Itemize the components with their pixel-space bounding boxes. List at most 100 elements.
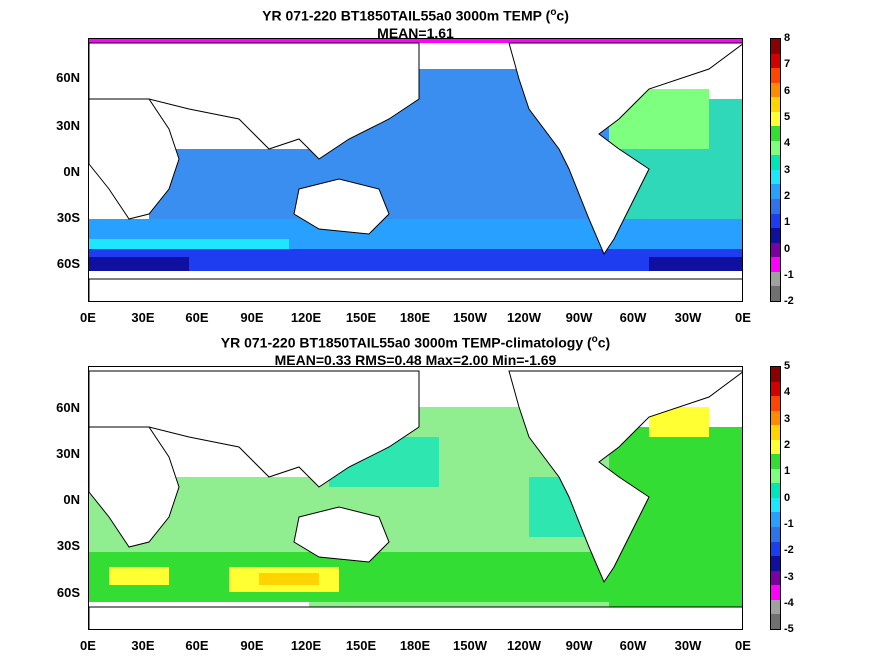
top-cbar-label-minus2: -2: [784, 295, 794, 307]
top-land-australia: [293, 178, 390, 235]
top-lon-label-90e: 90E: [240, 310, 264, 325]
bottom-lon-label-120e: 120E: [290, 638, 322, 653]
top-land-eurasia: [89, 42, 420, 160]
bottom-colorbar-swatch: [771, 570, 780, 586]
top-colorbar-swatch: [771, 97, 780, 112]
bottom-colorbar-swatch: [771, 599, 780, 615]
top-colorbar-swatch: [771, 82, 780, 98]
bottom-lon-label-60e: 60E: [185, 638, 209, 653]
bottom-colorbar: [770, 366, 781, 630]
top-colorbar-swatch: [771, 228, 780, 243]
top-colorbar-swatch: [771, 68, 780, 83]
bottom-cbar-label-2: 2: [784, 439, 791, 451]
bottom-cbar-label-1: 1: [784, 465, 791, 477]
top-southern-deep: [89, 249, 742, 271]
bottom-cbar-label-5: 5: [784, 360, 791, 372]
bottom-colorbar-swatch: [771, 439, 780, 455]
top-lon-label-0e: 0E: [80, 310, 96, 325]
bottom-colorbar-swatch: [771, 396, 780, 411]
top-cbar-label-8: 8: [784, 32, 791, 44]
top-lon-label-30e: 30E: [131, 310, 155, 325]
bottom-cbar-label-minus5: -5: [784, 623, 794, 635]
top-title: YR 071-220 BT1850TAIL55a0 3000m TEMP (oc…: [88, 4, 743, 42]
top-cbar-label-3: 3: [784, 164, 791, 176]
bottom-cbar-label-minus1: -1: [784, 518, 794, 530]
top-land-americas: [508, 42, 742, 256]
top-lat-label-60n: 60N: [56, 70, 80, 85]
top-lon-label-180e: 180E: [399, 310, 431, 325]
bottom-colorbar-swatch: [771, 425, 780, 440]
top-lon-label-150w: 150W: [453, 310, 487, 325]
bottom-cbar-label-minus2: -2: [784, 544, 794, 556]
bottom-land-africa: [89, 426, 180, 548]
bottom-land-americas: [508, 370, 742, 584]
top-lat-label-30s: 30S: [56, 210, 80, 225]
top-map: [88, 38, 743, 302]
top-cbar-label-2: 2: [784, 190, 791, 202]
top-lat-label-0n: 0N: [63, 164, 80, 179]
top-lon-label-0e-end: 0E: [735, 310, 751, 325]
bottom-title-line1: YR 071-220 BT1850TAIL55a0 3000m TEMP-cli…: [220, 334, 592, 351]
bottom-title-unit: c): [597, 334, 611, 351]
top-cbar-label-minus1: -1: [784, 269, 794, 281]
bottom-colorbar-swatch: [771, 410, 780, 426]
top-colorbar-swatch: [771, 286, 780, 301]
top-title-unit: c): [556, 7, 569, 24]
bottom-land-australia: [293, 506, 390, 563]
bottom-title-degree: o: [591, 334, 598, 345]
top-lat-label-30n: 30N: [56, 118, 80, 133]
top-cbar-label-4: 4: [784, 137, 791, 149]
bottom-cbar-label-minus3: -3: [784, 571, 794, 583]
top-colorbar-swatch: [771, 199, 780, 214]
top-colorbar-swatch: [771, 155, 780, 170]
bottom-cbar-label-0: 0: [784, 492, 791, 504]
top-colorbar-swatch: [771, 213, 780, 229]
bottom-title: YR 071-220 BT1850TAIL55a0 3000m TEMP-cli…: [88, 331, 743, 369]
bottom-southern-gold: [259, 573, 319, 585]
top-colorbar-swatch: [771, 53, 780, 69]
top-colorbar-swatch: [771, 257, 780, 272]
top-cbar-label-1: 1: [784, 216, 791, 228]
top-land-africa: [89, 98, 180, 220]
top-lat-label-60s: 60S: [56, 256, 80, 271]
bottom-lon-label-0e: 0E: [80, 638, 96, 653]
top-colorbar-swatch: [771, 169, 780, 185]
top-colorbar: [770, 38, 781, 302]
bottom-land-antarctica: [89, 606, 742, 629]
bottom-lon-label-150w: 150W: [453, 638, 487, 653]
top-map-svg: [89, 39, 742, 301]
top-cbar-label-7: 7: [784, 58, 791, 70]
top-lon-label-30w: 30W: [674, 310, 702, 325]
bottom-map-svg: [89, 370, 742, 629]
top-title-degree: o: [550, 7, 557, 18]
bottom-lat-label-30s: 30S: [56, 538, 80, 553]
bottom-lon-label-90e: 90E: [240, 638, 264, 653]
bottom-lat-label-0n: 0N: [63, 492, 80, 507]
bottom-colorbar-swatch: [771, 381, 780, 397]
bottom-colorbar-swatch: [771, 497, 780, 513]
bottom-cbar-label-4: 4: [784, 386, 791, 398]
bottom-map: [88, 366, 743, 630]
top-cbar-label-0: 0: [784, 243, 791, 255]
bottom-lat-label-30n: 30N: [56, 446, 80, 461]
top-land-antarctica: [89, 278, 742, 301]
top-lon-label-120w: 120W: [507, 310, 541, 325]
bottom-lon-label-30w: 30W: [674, 638, 702, 653]
bottom-colorbar-swatch: [771, 468, 780, 484]
bottom-lat-label-60s: 60S: [56, 585, 80, 600]
top-southern-navy-east: [649, 257, 742, 271]
bottom-southern-green: [89, 552, 742, 602]
bottom-colorbar-swatch: [771, 512, 780, 528]
bottom-lon-label-90w: 90W: [565, 638, 593, 653]
bottom-colorbar-swatch: [771, 614, 780, 629]
bottom-colorbar-swatch: [771, 367, 780, 382]
top-title-line1: YR 071-220 BT1850TAIL55a0 3000m TEMP (: [262, 7, 551, 24]
bottom-lon-label-30e: 30E: [131, 638, 155, 653]
bottom-lat-label-60n: 60N: [56, 400, 80, 415]
top-southern-navy: [89, 257, 189, 271]
bottom-lon-label-0e-end: 0E: [735, 638, 751, 653]
top-lon-label-150e: 150E: [345, 310, 377, 325]
bottom-land-eurasia: [89, 370, 420, 488]
bottom-colorbar-swatch: [771, 541, 780, 557]
top-colorbar-swatch: [771, 126, 780, 141]
